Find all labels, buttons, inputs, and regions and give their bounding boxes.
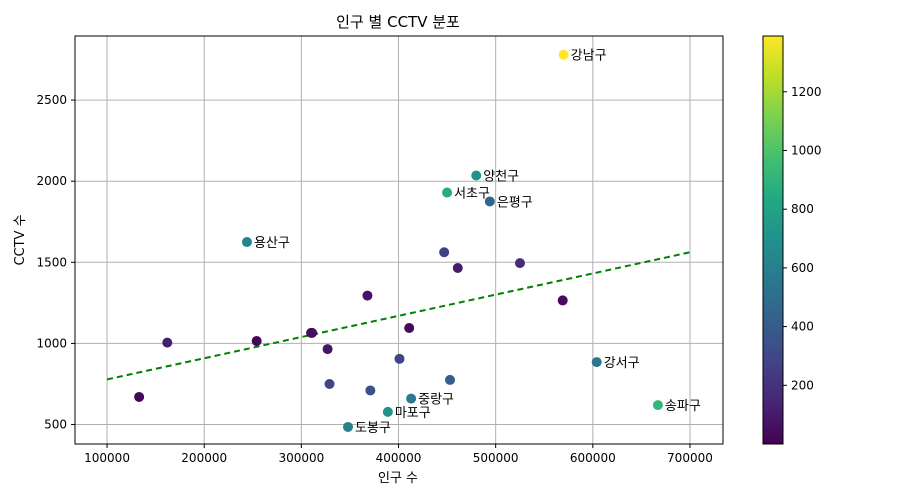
x-tick-label: 200000 xyxy=(181,451,227,465)
data-point-label: 송파구 xyxy=(665,399,701,414)
data-point-label: 강남구 xyxy=(571,49,607,64)
data-point xyxy=(365,385,376,396)
y-tick-label: 2000 xyxy=(36,174,67,188)
data-point xyxy=(404,323,415,334)
data-point xyxy=(514,258,525,269)
data-point xyxy=(134,391,145,402)
data-point xyxy=(394,353,405,364)
chart-title: 인구 별 CCTV 분포 xyxy=(336,13,460,31)
data-point xyxy=(445,374,456,385)
data-point xyxy=(382,406,393,417)
y-tick-label: 500 xyxy=(44,418,67,432)
data-points xyxy=(134,49,663,432)
data-point xyxy=(452,262,463,273)
data-point xyxy=(471,170,482,181)
x-tick-label: 100000 xyxy=(84,451,130,465)
y-axis-label: CCTV 수 xyxy=(13,214,28,265)
data-point xyxy=(591,357,602,368)
data-point xyxy=(251,335,262,346)
data-point xyxy=(241,237,252,248)
data-point-label: 서초구 xyxy=(454,187,490,202)
data-point-label: 용산구 xyxy=(254,236,290,251)
x-axis-label: 인구 수 xyxy=(378,471,418,486)
colorbar-tick-label: 600 xyxy=(791,261,814,275)
data-point-label: 강서구 xyxy=(604,356,640,371)
x-axis-ticks: 100000 200000 300000 400000 500000 600000 7000… xyxy=(84,444,713,465)
data-point xyxy=(322,344,333,355)
colorbar-tick-label: 1200 xyxy=(791,85,822,99)
data-point-label: 중랑구 xyxy=(418,393,454,408)
colorbar xyxy=(762,35,784,445)
data-point-label: 마포구 xyxy=(395,406,431,421)
x-tick-label: 600000 xyxy=(570,451,616,465)
data-point xyxy=(306,327,317,338)
y-tick-label: 2500 xyxy=(36,93,67,107)
colorbar-ticks: 200 400 600 800 1000 1200 xyxy=(783,85,822,392)
grid xyxy=(75,36,723,444)
x-tick-label: 500000 xyxy=(473,451,519,465)
x-tick-label: 700000 xyxy=(667,451,713,465)
data-point xyxy=(484,196,495,207)
data-point xyxy=(162,337,173,348)
data-point-label: 양천구 xyxy=(483,170,519,185)
data-point xyxy=(558,49,569,60)
y-tick-label: 1500 xyxy=(36,255,67,269)
y-tick-label: 1000 xyxy=(36,336,67,350)
data-point xyxy=(406,393,417,404)
x-tick-label: 400000 xyxy=(376,451,422,465)
data-point xyxy=(362,290,373,301)
data-point-label: 은평구 xyxy=(497,195,533,210)
data-point xyxy=(652,400,663,411)
data-point xyxy=(442,187,453,198)
x-tick-label: 300000 xyxy=(278,451,324,465)
data-point xyxy=(557,295,568,306)
y-axis-ticks: 500 1000 1500 2000 2500 xyxy=(36,93,75,432)
colorbar-tick-label: 1000 xyxy=(791,143,822,157)
colorbar-tick-label: 400 xyxy=(791,320,814,334)
data-point-label: 도봉구 xyxy=(355,421,391,436)
colorbar-tick-label: 200 xyxy=(791,378,814,392)
data-point xyxy=(324,378,335,389)
data-point xyxy=(439,247,450,258)
data-point xyxy=(342,421,353,432)
colorbar-tick-label: 800 xyxy=(791,202,814,216)
